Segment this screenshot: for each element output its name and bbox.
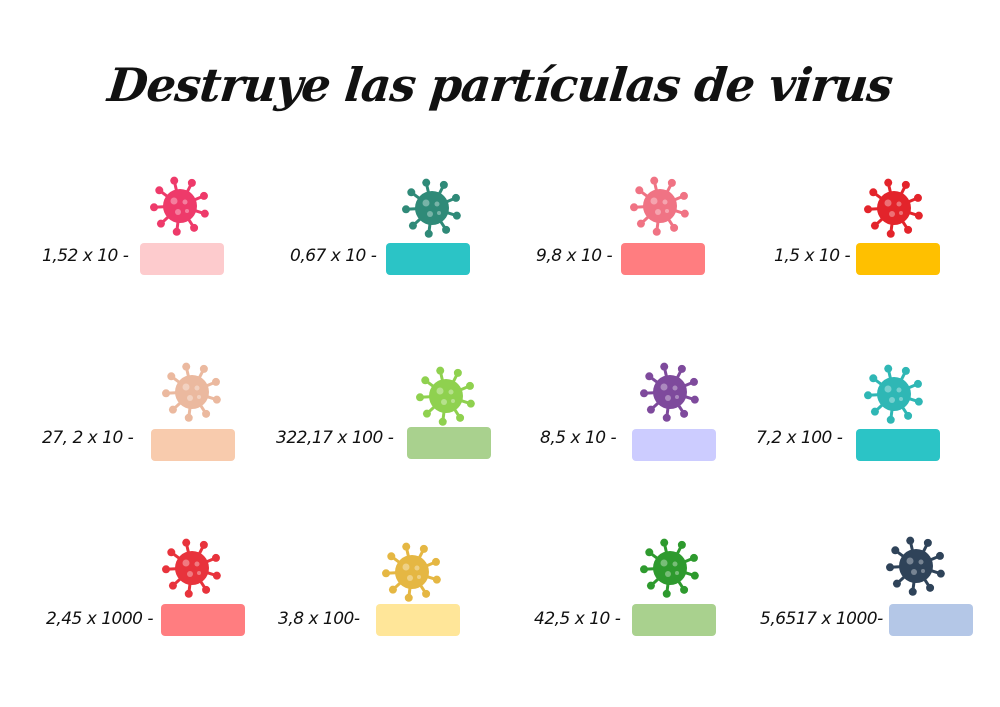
answer-input[interactable] [632,604,716,636]
expression-label: 7,2 x 100 - [756,428,843,448]
virus-icon[interactable] [400,176,464,240]
expression-label: 322,17 x 100 - [276,428,394,448]
expression-label: 5,6517 x 1000- [760,609,883,629]
virus-icon[interactable] [862,362,926,426]
virus-icon[interactable] [862,176,926,240]
expression-label: 42,5 x 10 - [534,609,621,629]
expression-label: 3,8 x 100- [278,609,360,629]
page-title: Destruye las partículas de virus [105,58,895,112]
answer-input[interactable] [407,427,491,459]
expression-label: 27, 2 x 10 - [42,428,134,448]
answer-input[interactable] [856,243,940,275]
virus-icon[interactable] [884,534,948,598]
answer-input[interactable] [632,429,716,461]
answer-input[interactable] [151,429,235,461]
virus-icon[interactable] [628,174,692,238]
answer-input[interactable] [621,243,705,275]
virus-icon[interactable] [160,360,224,424]
expression-label: 8,5 x 10 - [540,428,617,448]
expression-label: 2,45 x 1000 - [46,609,154,629]
answer-input[interactable] [386,243,470,275]
answer-input[interactable] [376,604,460,636]
virus-icon[interactable] [414,364,478,428]
expression-label: 0,67 x 10 - [290,246,377,266]
virus-icon[interactable] [380,540,444,604]
answer-input[interactable] [856,429,940,461]
expression-label: 1,5 x 10 - [774,246,851,266]
answer-input[interactable] [889,604,973,636]
expression-label: 1,52 x 10 - [42,246,129,266]
virus-icon[interactable] [148,174,212,238]
expression-label: 9,8 x 10 - [536,246,613,266]
answer-input[interactable] [161,604,245,636]
answer-input[interactable] [140,243,224,275]
virus-icon[interactable] [638,360,702,424]
virus-icon[interactable] [638,536,702,600]
virus-icon[interactable] [160,536,224,600]
